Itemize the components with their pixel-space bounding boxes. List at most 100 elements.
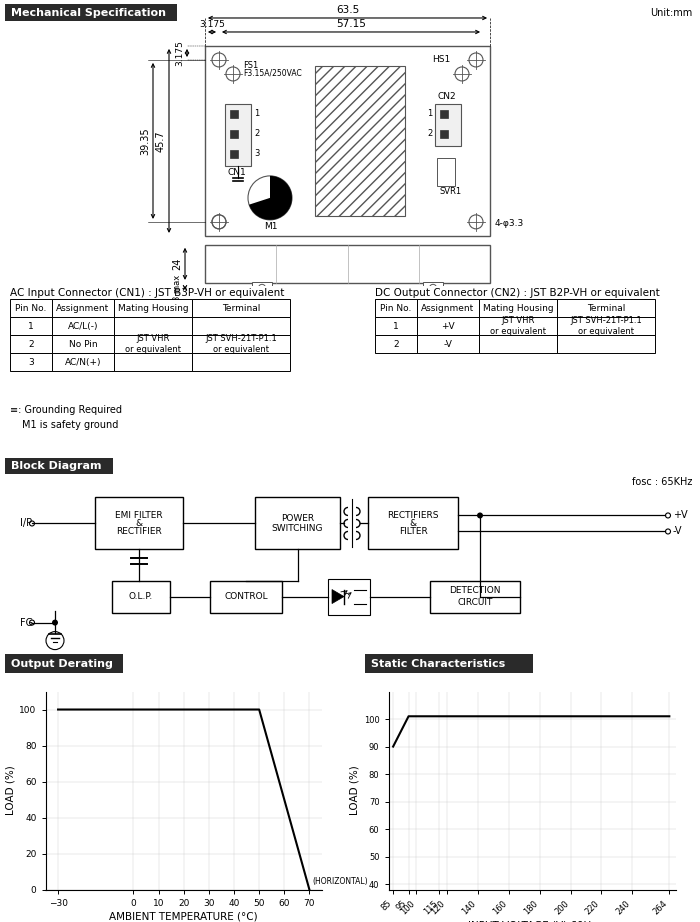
Text: Pin No.: Pin No. <box>380 303 412 313</box>
Bar <box>114 317 192 336</box>
Text: CONTROL: CONTROL <box>224 592 268 601</box>
Bar <box>52 317 114 336</box>
Bar <box>192 353 290 372</box>
Bar <box>417 317 479 336</box>
Bar <box>440 110 448 118</box>
Text: Mating Housing: Mating Housing <box>483 303 553 313</box>
Bar <box>192 317 290 336</box>
Text: M1 is safety ground: M1 is safety ground <box>22 420 118 430</box>
Polygon shape <box>249 176 292 219</box>
Text: Block Diagram: Block Diagram <box>11 461 102 471</box>
Text: SVR1: SVR1 <box>439 187 461 195</box>
Bar <box>52 353 114 372</box>
Text: 3.175: 3.175 <box>199 20 225 29</box>
Bar <box>230 130 238 138</box>
Bar <box>10 300 52 317</box>
Text: JST SVH-21T-P1.1
or equivalent: JST SVH-21T-P1.1 or equivalent <box>570 316 642 337</box>
Bar <box>557 300 655 317</box>
Bar <box>437 158 455 186</box>
Bar <box>192 336 290 353</box>
Text: M1: M1 <box>264 222 277 230</box>
Text: 24: 24 <box>172 257 182 270</box>
Text: JST VHR
or equivalent: JST VHR or equivalent <box>125 335 181 354</box>
Bar <box>417 300 479 317</box>
Text: POWER: POWER <box>281 514 314 523</box>
Text: Terminal: Terminal <box>222 303 260 313</box>
Bar <box>5 4 177 21</box>
Bar <box>205 245 490 283</box>
X-axis label: AMBIENT TEMPERATURE (°C): AMBIENT TEMPERATURE (°C) <box>109 912 258 922</box>
Bar <box>230 150 238 158</box>
Text: F3.15A/250VAC: F3.15A/250VAC <box>243 69 302 78</box>
Circle shape <box>477 513 483 518</box>
Text: 39.35: 39.35 <box>140 127 150 155</box>
Text: ≡: Grounding Required: ≡: Grounding Required <box>10 406 122 416</box>
Text: CN1: CN1 <box>227 168 246 177</box>
Text: SWITCHING: SWITCHING <box>272 524 323 533</box>
Circle shape <box>248 176 292 219</box>
Bar <box>440 130 448 138</box>
Bar <box>52 300 114 317</box>
Bar <box>368 498 458 550</box>
Text: (HORIZONTAL): (HORIZONTAL) <box>312 877 368 886</box>
Bar <box>365 654 533 673</box>
Text: 1: 1 <box>28 322 34 331</box>
Bar <box>95 498 183 550</box>
Text: FS1: FS1 <box>243 61 258 70</box>
Bar <box>5 458 113 475</box>
Text: No Pin: No Pin <box>69 340 97 349</box>
Bar <box>192 300 290 317</box>
Circle shape <box>52 620 58 626</box>
Bar <box>375 317 417 336</box>
Bar <box>210 581 282 612</box>
Bar <box>114 336 192 353</box>
Bar <box>114 353 192 372</box>
Text: AC/N(+): AC/N(+) <box>64 358 102 367</box>
Text: 2: 2 <box>393 340 399 349</box>
Text: JST VHR
or equivalent: JST VHR or equivalent <box>490 316 546 337</box>
Text: 1: 1 <box>393 322 399 331</box>
Text: 4-φ3.3: 4-φ3.3 <box>495 219 524 229</box>
Text: RECTIFIER: RECTIFIER <box>116 527 162 536</box>
Text: Mating Housing: Mating Housing <box>118 303 188 313</box>
Text: Terminal: Terminal <box>587 303 625 313</box>
Text: DC Output Connector (CN2) : JST B2P-VH or equivalent: DC Output Connector (CN2) : JST B2P-VH o… <box>375 289 659 298</box>
Bar <box>375 300 417 317</box>
Bar <box>328 578 370 615</box>
Text: 1: 1 <box>427 110 433 118</box>
Bar <box>114 300 192 317</box>
Bar <box>479 336 557 353</box>
Text: Output Derating: Output Derating <box>11 658 113 668</box>
Text: I/P: I/P <box>20 518 32 528</box>
Bar <box>230 110 238 118</box>
Text: Mechanical Specification: Mechanical Specification <box>11 8 166 18</box>
Bar <box>423 282 443 293</box>
Text: EMI FILTER: EMI FILTER <box>116 511 163 520</box>
Text: &: & <box>135 519 143 528</box>
Text: 3.175: 3.175 <box>175 40 184 65</box>
Text: &: & <box>410 519 416 528</box>
Text: 3: 3 <box>28 358 34 367</box>
Text: Pin No.: Pin No. <box>15 303 47 313</box>
Bar <box>112 581 170 612</box>
Text: 2: 2 <box>427 129 433 138</box>
Text: DETECTION: DETECTION <box>449 586 500 595</box>
Text: Unit:mm: Unit:mm <box>650 8 692 18</box>
Text: 57.15: 57.15 <box>336 19 366 29</box>
Y-axis label: LOAD (%): LOAD (%) <box>5 766 15 815</box>
Bar <box>10 353 52 372</box>
Bar <box>430 581 520 612</box>
Text: -V: -V <box>673 526 682 537</box>
Text: CN2: CN2 <box>437 92 456 100</box>
Text: -V: -V <box>444 340 452 349</box>
Text: 3 max: 3 max <box>173 275 182 301</box>
Bar <box>10 336 52 353</box>
Text: AC Input Connector (CN1) : JST B3P-VH or equivalent: AC Input Connector (CN1) : JST B3P-VH or… <box>10 289 284 298</box>
Text: fosc : 65KHz: fosc : 65KHz <box>631 478 692 488</box>
X-axis label: INPUT VOLTAGE (V) 60Hz: INPUT VOLTAGE (V) 60Hz <box>468 920 596 922</box>
Bar <box>557 336 655 353</box>
Bar <box>252 282 272 293</box>
Bar <box>435 104 461 146</box>
Y-axis label: LOAD (%): LOAD (%) <box>349 766 360 815</box>
Text: Static Characteristics: Static Characteristics <box>371 658 505 668</box>
